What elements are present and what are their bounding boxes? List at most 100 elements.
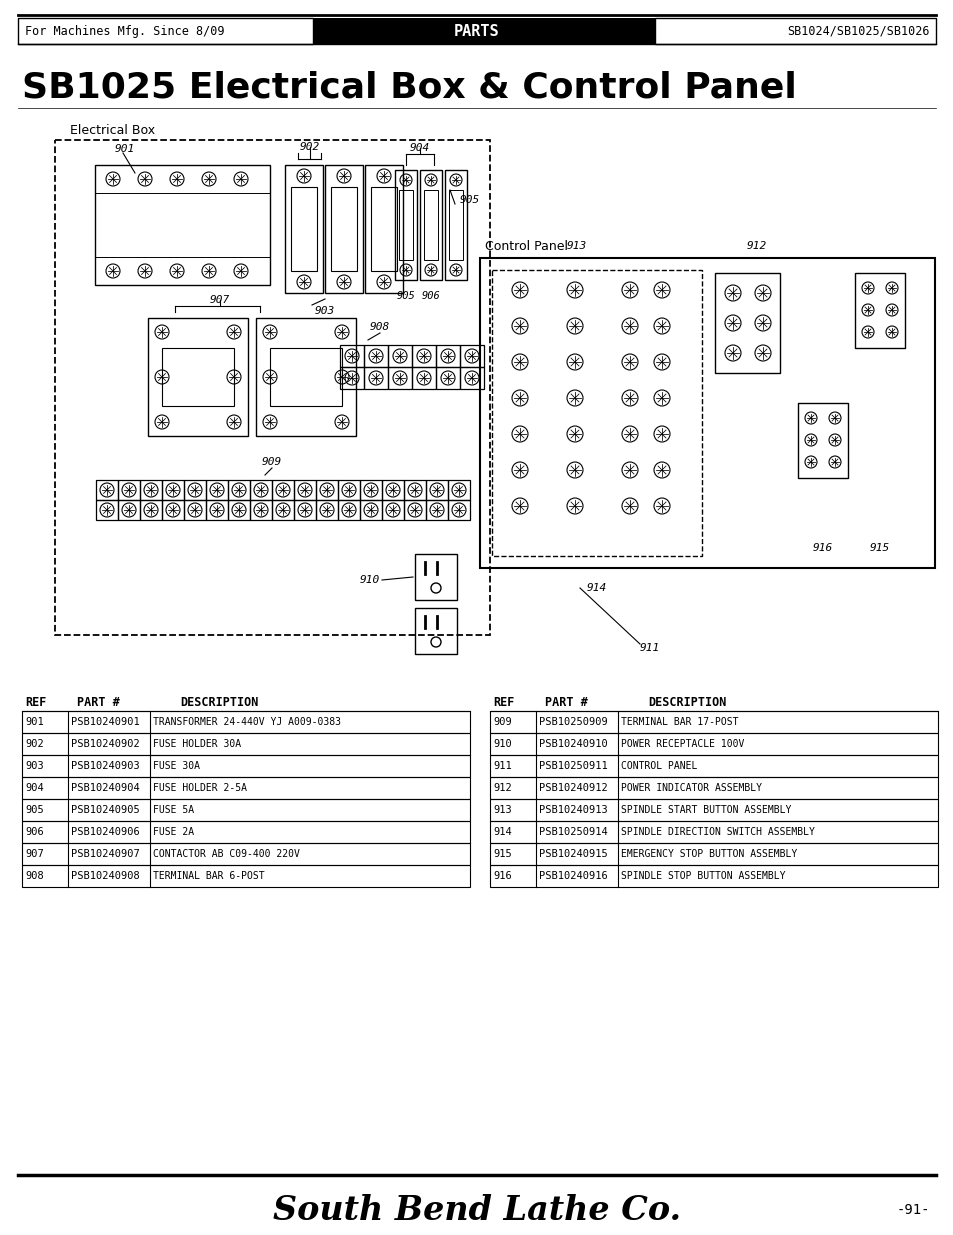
Bar bbox=[448, 500, 470, 520]
Bar bbox=[315, 500, 337, 520]
Text: 913: 913 bbox=[566, 241, 586, 251]
Bar bbox=[419, 170, 441, 280]
Text: 911: 911 bbox=[493, 761, 511, 771]
Bar bbox=[291, 186, 316, 270]
Text: FUSE 2A: FUSE 2A bbox=[152, 827, 193, 837]
Text: 904: 904 bbox=[25, 783, 44, 793]
Bar bbox=[449, 190, 462, 261]
Bar bbox=[22, 821, 470, 844]
Bar bbox=[423, 190, 437, 261]
Text: SPINDLE STOP BUTTON ASSEMBLY: SPINDLE STOP BUTTON ASSEMBLY bbox=[620, 871, 784, 881]
Bar bbox=[403, 480, 426, 500]
Text: EMERGENCY STOP BUTTON ASSEMBLY: EMERGENCY STOP BUTTON ASSEMBLY bbox=[620, 848, 797, 860]
Text: 910: 910 bbox=[493, 739, 511, 748]
Text: PSB10240903: PSB10240903 bbox=[71, 761, 139, 771]
Text: POWER INDICATOR ASSEMBLY: POWER INDICATOR ASSEMBLY bbox=[620, 783, 761, 793]
Text: 902: 902 bbox=[299, 142, 320, 152]
Bar bbox=[436, 367, 459, 389]
Text: PSB10240904: PSB10240904 bbox=[71, 783, 139, 793]
Bar bbox=[96, 480, 118, 500]
Bar bbox=[255, 317, 355, 436]
Text: TRANSFORMER 24-440V YJ A009-0383: TRANSFORMER 24-440V YJ A009-0383 bbox=[152, 718, 340, 727]
Bar bbox=[339, 367, 364, 389]
Bar bbox=[118, 480, 140, 500]
Text: 908: 908 bbox=[370, 322, 390, 332]
Bar bbox=[228, 500, 250, 520]
Bar bbox=[388, 345, 412, 367]
Text: 907: 907 bbox=[210, 295, 230, 305]
Text: PSB10240902: PSB10240902 bbox=[71, 739, 139, 748]
Bar bbox=[490, 821, 937, 844]
Text: 914: 914 bbox=[493, 827, 511, 837]
Text: 913: 913 bbox=[493, 805, 511, 815]
Text: SB1025 Electrical Box & Control Panel: SB1025 Electrical Box & Control Panel bbox=[22, 70, 796, 105]
Text: PART #: PART # bbox=[77, 697, 120, 709]
Text: 915: 915 bbox=[493, 848, 511, 860]
Text: Control Panel: Control Panel bbox=[484, 240, 567, 252]
Bar bbox=[426, 500, 448, 520]
Bar bbox=[426, 480, 448, 500]
Text: 906: 906 bbox=[25, 827, 44, 837]
Bar bbox=[490, 734, 937, 755]
Bar bbox=[364, 367, 388, 389]
Text: SPINDLE DIRECTION SWITCH ASSEMBLY: SPINDLE DIRECTION SWITCH ASSEMBLY bbox=[620, 827, 814, 837]
Text: 905: 905 bbox=[459, 195, 479, 205]
Bar bbox=[403, 500, 426, 520]
Bar bbox=[364, 345, 388, 367]
Text: DESCRIPTION: DESCRIPTION bbox=[647, 697, 725, 709]
Text: 911: 911 bbox=[639, 643, 659, 653]
Text: PSB10240906: PSB10240906 bbox=[71, 827, 139, 837]
Bar bbox=[339, 345, 364, 367]
Text: SB1024/SB1025/SB1026: SB1024/SB1025/SB1026 bbox=[786, 25, 929, 37]
Text: For Machines Mfg. Since 8/09: For Machines Mfg. Since 8/09 bbox=[25, 25, 224, 37]
Bar bbox=[459, 345, 483, 367]
Text: 910: 910 bbox=[359, 576, 379, 585]
Bar bbox=[436, 345, 459, 367]
Bar bbox=[331, 186, 356, 270]
Text: 916: 916 bbox=[493, 871, 511, 881]
Text: 908: 908 bbox=[25, 871, 44, 881]
Text: PSB10240907: PSB10240907 bbox=[71, 848, 139, 860]
Text: 906: 906 bbox=[421, 291, 440, 301]
Text: 905: 905 bbox=[396, 291, 415, 301]
Text: FUSE 30A: FUSE 30A bbox=[152, 761, 200, 771]
Bar bbox=[148, 317, 248, 436]
Bar bbox=[250, 480, 272, 500]
Bar bbox=[22, 734, 470, 755]
Bar bbox=[337, 480, 359, 500]
Bar bbox=[22, 755, 470, 777]
Bar bbox=[22, 799, 470, 821]
Text: 916: 916 bbox=[812, 543, 832, 553]
Bar bbox=[381, 480, 403, 500]
Text: FUSE 5A: FUSE 5A bbox=[152, 805, 193, 815]
Bar bbox=[359, 500, 381, 520]
Text: South Bend Lathe Co.: South Bend Lathe Co. bbox=[273, 1193, 680, 1226]
Bar bbox=[184, 500, 206, 520]
Bar bbox=[162, 500, 184, 520]
Bar bbox=[459, 367, 483, 389]
Bar bbox=[337, 500, 359, 520]
Bar bbox=[412, 345, 436, 367]
Text: PSB10240908: PSB10240908 bbox=[71, 871, 139, 881]
Bar bbox=[294, 480, 315, 500]
Bar bbox=[448, 480, 470, 500]
Bar bbox=[162, 480, 184, 500]
Bar bbox=[206, 500, 228, 520]
Bar bbox=[490, 777, 937, 799]
Text: PSB10240905: PSB10240905 bbox=[71, 805, 139, 815]
Text: PSB10240913: PSB10240913 bbox=[538, 805, 607, 815]
Text: SPINDLE START BUTTON ASSEMBLY: SPINDLE START BUTTON ASSEMBLY bbox=[620, 805, 791, 815]
Bar bbox=[184, 480, 206, 500]
Text: TERMINAL BAR 17-POST: TERMINAL BAR 17-POST bbox=[620, 718, 738, 727]
Text: FUSE HOLDER 2-5A: FUSE HOLDER 2-5A bbox=[152, 783, 247, 793]
Bar bbox=[18, 19, 313, 44]
Text: PSB10250909: PSB10250909 bbox=[538, 718, 607, 727]
Bar bbox=[315, 480, 337, 500]
Bar bbox=[22, 711, 470, 734]
Bar bbox=[412, 367, 436, 389]
Bar bbox=[492, 270, 701, 556]
Text: 902: 902 bbox=[25, 739, 44, 748]
Text: REF: REF bbox=[493, 697, 514, 709]
Bar bbox=[398, 190, 413, 261]
Bar bbox=[140, 480, 162, 500]
